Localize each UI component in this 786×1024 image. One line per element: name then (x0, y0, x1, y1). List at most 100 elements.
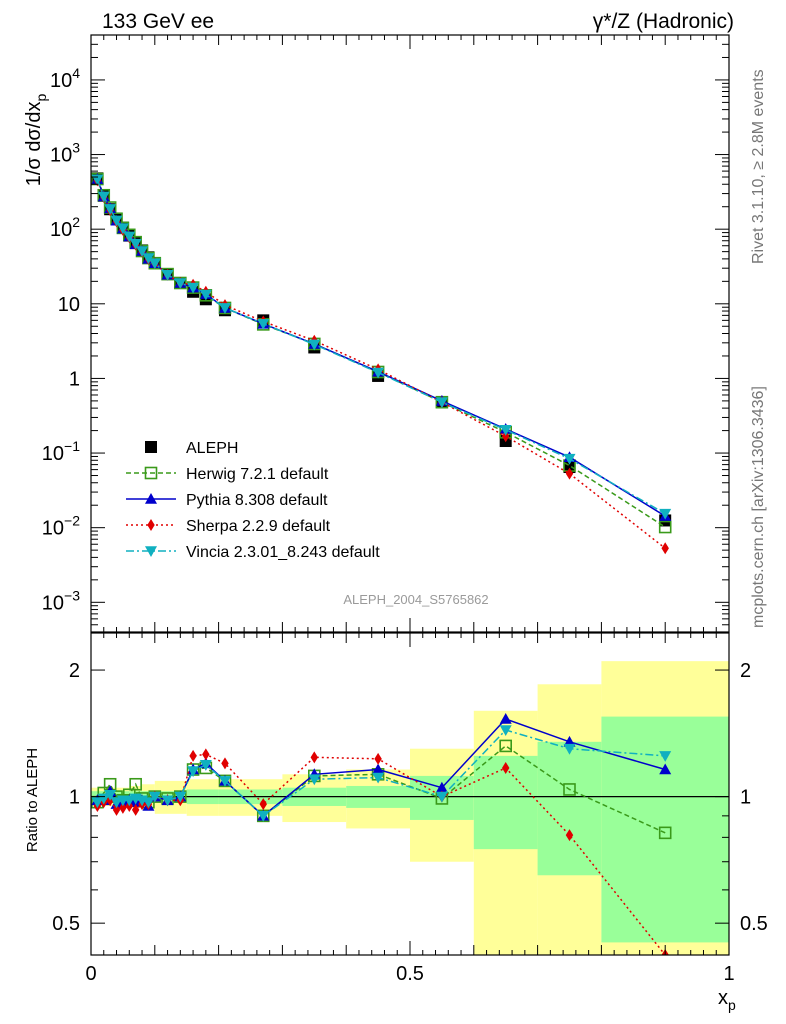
x-tick-label: 1 (723, 963, 734, 985)
ratio-point (131, 803, 140, 816)
main-y-tick-label: 102 (50, 214, 80, 241)
legend-label: Herwig 7.2.1 default (186, 466, 329, 483)
ratio-point (499, 739, 513, 753)
legend-label: Sherpa 2.2.9 default (186, 518, 331, 535)
main-point (435, 397, 448, 409)
main-point (142, 253, 155, 265)
legend-marker (145, 546, 157, 557)
ratio-point (563, 743, 576, 755)
legend-marker (147, 519, 155, 531)
x-tick-label: 0.5 (396, 963, 424, 985)
ratio-point (119, 801, 127, 814)
main-point (661, 542, 669, 555)
ratio-point (308, 774, 321, 786)
ratio-point (499, 712, 512, 724)
ratio-y-tick-label-right: 0.5 (740, 913, 768, 935)
ratio-point (372, 772, 385, 784)
ratio-point (374, 752, 382, 765)
main-point (136, 246, 149, 258)
main-series-line (96, 178, 666, 528)
main-point (308, 339, 321, 351)
main-series-line (96, 180, 666, 549)
main-point (161, 269, 174, 281)
main-y-tick-label: 1 (69, 368, 80, 390)
legend-entry: Sherpa 2.2.9 default (126, 518, 331, 535)
main-point (199, 289, 212, 301)
plot-right-title: γ*/Z (Hadronic) (593, 10, 734, 33)
ratio-point (142, 797, 155, 809)
main-point (659, 508, 672, 520)
ratio-point (189, 749, 197, 762)
main-series-2 (91, 173, 672, 521)
main-point (565, 467, 574, 480)
x-axis-label: xp (718, 987, 736, 1013)
main-series-line (96, 178, 666, 517)
legend-label: Pythia 8.308 default (186, 492, 328, 509)
main-point (110, 215, 123, 227)
mcplots-reference-label: mcplots.cern.ch [arXiv:1306.3436] (750, 386, 767, 628)
main-point (501, 430, 510, 443)
main-y-axis-label: 1/σ dσ/dxp (23, 94, 49, 187)
ratio-point (658, 826, 672, 840)
ratio-point (202, 748, 210, 761)
ratio-series-line (96, 753, 666, 955)
ratio-point (161, 795, 174, 807)
ratio-point (435, 791, 448, 803)
svg-text:xp: xp (718, 987, 736, 1013)
ratio-y-tick-label: 2 (69, 660, 80, 682)
main-point (372, 367, 385, 379)
main-point (257, 318, 270, 330)
main-point (97, 191, 110, 203)
ratio-point (129, 777, 142, 791)
ratio-point (257, 811, 270, 822)
ratio-y-tick-label-right: 1 (740, 787, 751, 809)
ratio-point (310, 751, 319, 764)
ratio-point (259, 798, 267, 811)
x-tick-label: 0 (85, 963, 96, 985)
legend-entry: Vincia 2.3.01_8.243 default (126, 544, 380, 561)
main-y-tick-label: 10−1 (42, 438, 80, 465)
ratio-point (565, 829, 574, 842)
legend: ALEPH Herwig 7.2.1 default Pythia 8.308 de… (126, 440, 380, 561)
main-point (658, 520, 672, 534)
main-y-tick-label: 10 (58, 294, 80, 316)
ratio-point (221, 757, 229, 770)
analysis-id-label: ALEPH_2004_S5765862 (343, 592, 488, 607)
ratio-point (499, 725, 512, 737)
plot-left-title: 133 GeV ee (102, 10, 214, 33)
main-point (218, 303, 231, 314)
legend-label: Vincia 2.3.01_8.243 default (186, 544, 380, 561)
main-point (129, 238, 142, 250)
ratio-point (501, 761, 510, 774)
legend-label: ALEPH (186, 440, 238, 457)
ratio-y-tick-label: 1 (69, 787, 80, 809)
ratio-point (659, 763, 672, 775)
ratio-y-tick-label-right: 2 (740, 660, 751, 682)
ratio-band-green (537, 741, 602, 876)
ratio-point (187, 766, 200, 778)
main-series-0 (91, 172, 672, 527)
rivet-version-label: Rivet 3.1.10, ≥ 2.8M events (750, 69, 767, 264)
ratio-point (91, 797, 104, 809)
main-panel-frame (90, 34, 730, 633)
ratio-point (659, 751, 672, 762)
main-point (174, 278, 187, 290)
ratio-band-green (601, 716, 729, 943)
main-point (116, 223, 129, 235)
ratio-point (174, 791, 187, 803)
legend-marker (145, 441, 157, 453)
main-axes: 10−3 10−2 10−1 1 10 102 103 104 (42, 34, 730, 633)
main-y-tick-label: 103 (50, 140, 80, 167)
ratio-y-axis-label: Ratio to ALEPH (24, 748, 41, 852)
main-series-layer (91, 172, 672, 555)
legend-entry: Herwig 7.2.1 default (126, 466, 329, 483)
main-point (499, 424, 512, 436)
main-series-4 (91, 174, 672, 520)
legend-marker (144, 466, 158, 480)
main-y-tick-label: 10−3 (42, 587, 80, 614)
main-y-tick-label: 104 (50, 65, 80, 92)
ratio-point (218, 776, 231, 787)
ratio-series-3 (91, 725, 672, 822)
ratio-point (199, 760, 212, 771)
